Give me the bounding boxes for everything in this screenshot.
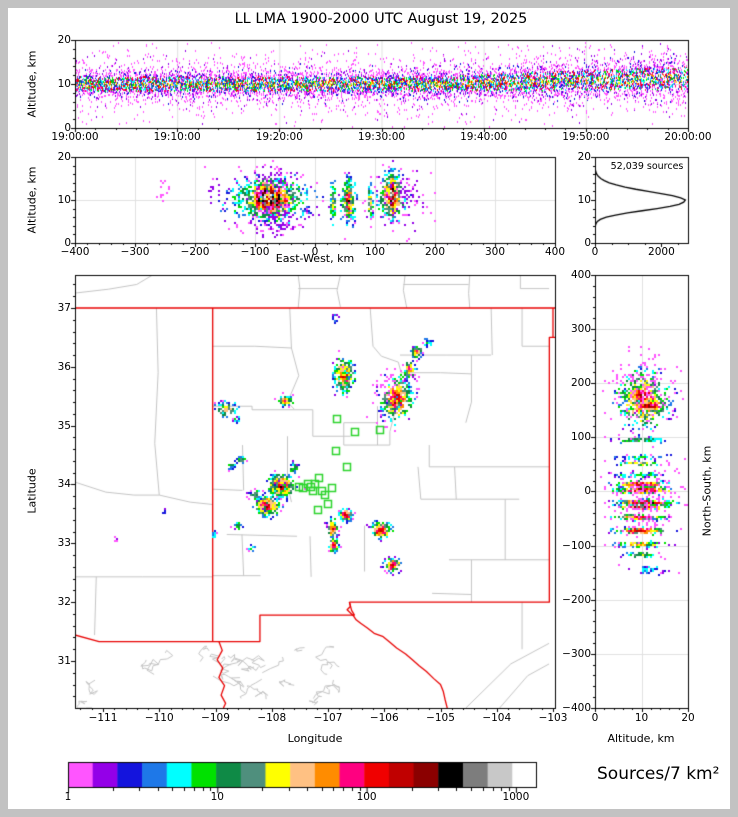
plot-canvas [0,0,738,817]
lma-figure-page: LL LMA 1900-2000 UTC August 19, 2025 Alt… [0,0,738,817]
